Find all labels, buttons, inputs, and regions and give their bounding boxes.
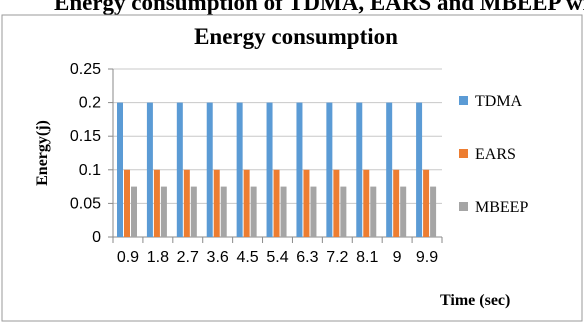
chart-frame — [1, 14, 583, 322]
bar-tdma-0.9 — [117, 102, 123, 237]
legend-label-tdma: TDMA — [475, 93, 523, 110]
legend: TDMA EARS MBEEP — [459, 93, 528, 216]
x-tick-label: 3.6 — [207, 249, 229, 266]
bar-series — [117, 102, 437, 237]
bar-mbeep-9 — [400, 186, 407, 237]
bar-ears-3.6 — [213, 169, 220, 237]
bar-ears-9.9 — [423, 169, 430, 237]
x-tick-labels: 0.9 1.8 2.7 3.6 4.5 5.4 6.3 7.2 8.1 9 9.9 — [112, 237, 443, 266]
bar-mbeep-0.9 — [131, 186, 137, 237]
legend-swatch-tdma — [459, 96, 468, 105]
y-tick-label: 0 — [92, 229, 101, 246]
bar-tdma-9.9 — [416, 102, 423, 237]
x-tick-label: 0.9 — [117, 249, 139, 266]
x-tick-label: 7.2 — [326, 249, 348, 266]
bar-tdma-1.8 — [146, 102, 153, 237]
bar-ears-9 — [393, 169, 400, 237]
bar-tdma-2.7 — [176, 102, 183, 237]
bar-mbeep-3.6 — [220, 186, 227, 237]
bar-mbeep-7.2 — [340, 186, 347, 237]
y-tick-label: 0.1 — [79, 162, 101, 179]
y-axis-title: Energy(j) — [34, 120, 51, 186]
x-tick-label: 1.8 — [147, 249, 169, 266]
bar-ears-4.5 — [243, 169, 250, 237]
bar-mbeep-8.1 — [370, 186, 377, 237]
bar-tdma-3.6 — [206, 102, 213, 237]
x-tick-label: 9 — [393, 249, 402, 266]
x-tick-label: 2.7 — [177, 249, 199, 266]
bar-mbeep-9.9 — [430, 186, 437, 237]
y-tick-label: 0.2 — [79, 95, 101, 112]
bar-ears-2.7 — [183, 169, 190, 237]
bar-ears-7.2 — [333, 169, 340, 237]
x-tick-label: 9.9 — [416, 249, 438, 266]
bar-tdma-8.1 — [356, 102, 363, 237]
legend-label-ears: EARS — [475, 146, 516, 163]
bar-mbeep-4.5 — [250, 186, 257, 237]
y-tick-label: 0.25 — [70, 61, 101, 78]
x-tick-label: 4.5 — [236, 249, 258, 266]
legend-label-mbeep: MBEEP — [475, 199, 528, 216]
bar-ears-8.1 — [363, 169, 370, 237]
x-tick-label: 8.1 — [356, 249, 378, 266]
legend-swatch-mbeep — [459, 202, 468, 211]
x-tick-label: 6.3 — [296, 249, 318, 266]
bar-ears-0.9 — [124, 169, 130, 237]
bar-mbeep-6.3 — [310, 186, 317, 237]
bar-mbeep-1.8 — [160, 186, 167, 237]
legend-swatch-ears — [459, 149, 468, 158]
bar-tdma-9 — [386, 102, 393, 237]
bar-tdma-7.2 — [326, 102, 333, 237]
bar-mbeep-5.4 — [280, 186, 287, 237]
bar-mbeep-2.7 — [190, 186, 197, 237]
bar-ears-5.4 — [273, 169, 280, 237]
header-fragment: Energy consumption of TDMA, EARS and MBE… — [54, 0, 584, 15]
chart-title: Energy consumption — [194, 24, 398, 49]
bar-tdma-6.3 — [296, 102, 303, 237]
y-tick-labels: 0 0.05 0.1 0.15 0.2 0.25 — [70, 61, 101, 246]
y-tick-label: 0.05 — [70, 195, 101, 212]
bar-ears-6.3 — [303, 169, 310, 237]
y-tick-label: 0.15 — [70, 128, 101, 145]
bar-tdma-5.4 — [266, 102, 273, 237]
x-axis-title: Time (sec) — [440, 292, 510, 309]
bar-tdma-4.5 — [236, 102, 243, 237]
bar-ears-1.8 — [153, 169, 160, 237]
x-tick-label: 5.4 — [266, 249, 288, 266]
